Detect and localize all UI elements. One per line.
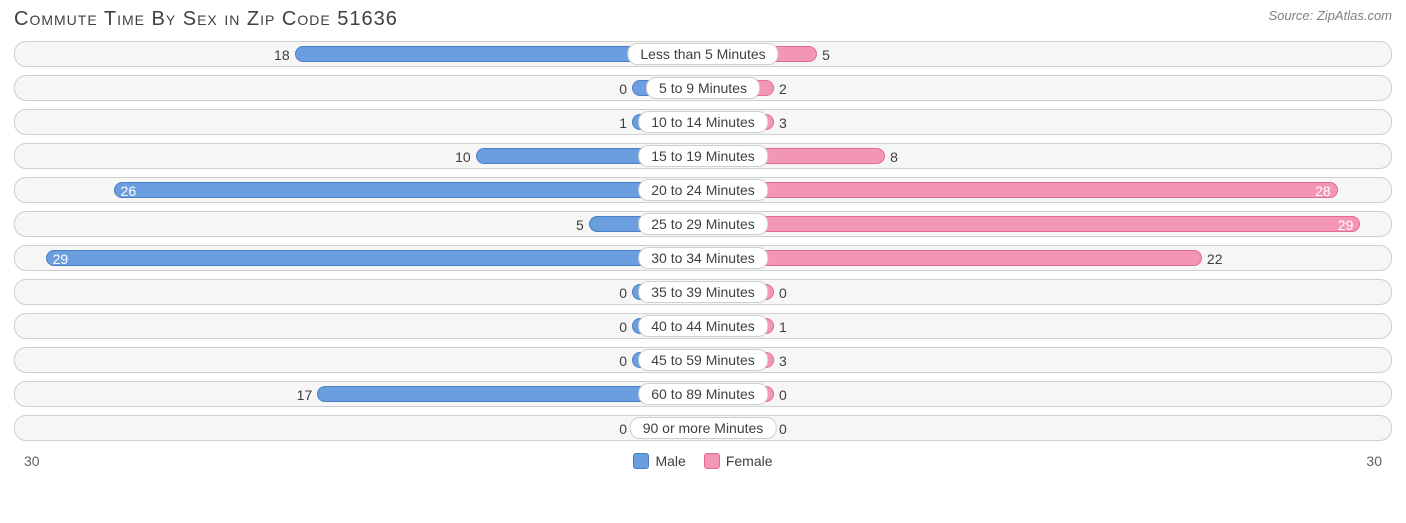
- category-pill: 20 to 24 Minutes: [638, 179, 768, 201]
- male-value: 18: [274, 47, 296, 63]
- legend-item-male: Male: [633, 453, 685, 469]
- female-half: 22: [703, 246, 1391, 270]
- chart-row: 0090 or more Minutes: [14, 415, 1392, 441]
- male-value: 10: [455, 149, 477, 165]
- female-value: 3: [773, 115, 787, 131]
- category-pill: 40 to 44 Minutes: [638, 315, 768, 337]
- category-pill: 90 or more Minutes: [630, 417, 777, 439]
- female-half: 3: [703, 348, 1391, 372]
- category-pill: Less than 5 Minutes: [627, 43, 778, 65]
- male-half: 29: [15, 246, 703, 270]
- male-half: 10: [15, 144, 703, 168]
- chart-row: 0 2 5 to 9 Minutes: [14, 75, 1392, 101]
- female-half: 5: [703, 42, 1391, 66]
- chart-body: 185Less than 5 Minutes025 to 9 Minutes13…: [0, 41, 1406, 453]
- male-swatch-icon: [633, 453, 649, 469]
- chart-row: 1 3 10 to 14 Minutes: [14, 109, 1392, 135]
- male-half: 17: [15, 382, 703, 406]
- category-pill: 45 to 59 Minutes: [638, 349, 768, 371]
- legend-female-label: Female: [726, 453, 773, 469]
- male-half: 0: [15, 76, 703, 100]
- category-pill: 30 to 34 Minutes: [638, 247, 768, 269]
- female-half: 3: [703, 110, 1391, 134]
- chart-row: 26 28 20 to 24 Minutes: [14, 177, 1392, 203]
- chart-source: Source: ZipAtlas.com: [1268, 8, 1392, 23]
- male-half: 0: [15, 348, 703, 372]
- female-swatch-icon: [704, 453, 720, 469]
- female-bar: 22: [704, 250, 1202, 266]
- male-value: 1: [619, 115, 633, 131]
- category-pill: 10 to 14 Minutes: [638, 111, 768, 133]
- male-half: 0: [15, 280, 703, 304]
- male-value: 5: [576, 217, 590, 233]
- female-value: 29: [1338, 217, 1354, 233]
- female-half: 0: [703, 382, 1391, 406]
- male-value: 17: [297, 387, 319, 403]
- male-value: 0: [619, 81, 633, 97]
- male-half: 5: [15, 212, 703, 236]
- female-half: 1: [703, 314, 1391, 338]
- female-half: 0: [703, 280, 1391, 304]
- category-pill: 25 to 29 Minutes: [638, 213, 768, 235]
- chart-row: 0 1 40 to 44 Minutes: [14, 313, 1392, 339]
- male-value: 26: [121, 183, 137, 199]
- male-value: 0: [619, 353, 633, 369]
- legend-male-label: Male: [655, 453, 685, 469]
- female-half: 0: [703, 416, 1391, 440]
- chart-row: 0 3 45 to 59 Minutes: [14, 347, 1392, 373]
- female-bar: 28: [704, 182, 1338, 198]
- female-value: 8: [884, 149, 898, 165]
- chart-title: Commute Time By Sex in Zip Code 51636: [14, 8, 398, 31]
- category-pill: 15 to 19 Minutes: [638, 145, 768, 167]
- female-value: 5: [816, 47, 830, 63]
- legend-item-female: Female: [704, 453, 773, 469]
- chart-header: Commute Time By Sex in Zip Code 51636 So…: [0, 0, 1406, 41]
- female-half: 29: [703, 212, 1391, 236]
- female-value: 3: [773, 353, 787, 369]
- category-pill: 35 to 39 Minutes: [638, 281, 768, 303]
- chart-footer: 30 Male Female 30: [0, 453, 1406, 475]
- female-value: 0: [773, 387, 787, 403]
- female-half: 28: [703, 178, 1391, 202]
- female-half: 2: [703, 76, 1391, 100]
- chart-row: 10 8 15 to 19 Minutes: [14, 143, 1392, 169]
- male-half: 0: [15, 416, 703, 440]
- male-value: 29: [53, 251, 69, 267]
- male-value: 0: [619, 285, 633, 301]
- category-pill: 5 to 9 Minutes: [646, 77, 760, 99]
- female-value: 2: [773, 81, 787, 97]
- male-half: 1: [15, 110, 703, 134]
- axis-max-right: 30: [1366, 453, 1382, 469]
- female-value: 1: [773, 319, 787, 335]
- chart-row: 17 0 60 to 89 Minutes: [14, 381, 1392, 407]
- female-half: 8: [703, 144, 1391, 168]
- female-value: 0: [773, 285, 787, 301]
- chart-row: 5 29 25 to 29 Minutes: [14, 211, 1392, 237]
- male-value: 0: [619, 319, 633, 335]
- legend: Male Female: [633, 453, 772, 469]
- male-half: 26: [15, 178, 703, 202]
- female-value: 28: [1315, 183, 1331, 199]
- female-bar: 29: [704, 216, 1360, 232]
- male-half: 18: [15, 42, 703, 66]
- male-bar: 26: [114, 182, 702, 198]
- chart-row: 292230 to 34 Minutes: [14, 245, 1392, 271]
- female-value: 22: [1201, 251, 1223, 267]
- chart-row: 0 0 35 to 39 Minutes: [14, 279, 1392, 305]
- male-half: 0: [15, 314, 703, 338]
- chart-row: 18 5 Less than 5 Minutes: [14, 41, 1392, 67]
- male-bar: 29: [46, 250, 702, 266]
- category-pill: 60 to 89 Minutes: [638, 383, 768, 405]
- axis-max-left: 30: [24, 453, 40, 469]
